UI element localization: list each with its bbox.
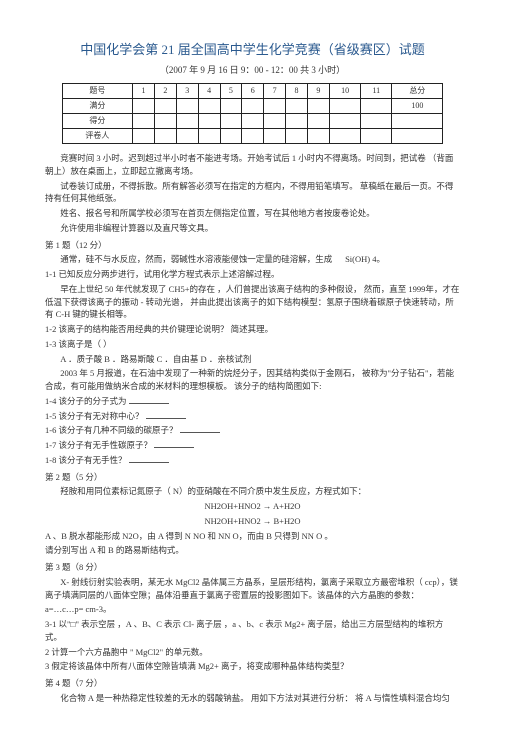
question-heading: 第 3 题（8 分） <box>45 561 460 574</box>
table-header: 3 <box>176 84 198 99</box>
question-text: 请分别写出 A 和 B 的路易斯结构式。 <box>45 544 460 557</box>
blank <box>129 454 169 463</box>
question-text: 羟胺和用同位素标记氮原子（ N）的亚硝酸在不同介质中发生反应，方程式如下： <box>45 485 460 498</box>
page-subtitle: （2007 年 9 月 16 日 9：00 - 12：00 共 3 小时） <box>45 64 460 78</box>
table-header: 8 <box>286 84 308 99</box>
equation: NH2OH+HNO2 → A+H2O <box>45 500 460 513</box>
question-text: 2003 年 5 月报道，在石油中发现了一种新的烷烃分子，因其结构类似于金刚石，… <box>45 367 460 393</box>
total-cell: 100 <box>392 99 443 114</box>
table-header: 题号 <box>62 84 132 99</box>
equation: NH2OH+HNO2 → B+H2O <box>45 515 460 528</box>
question-text: a=…c…p= cm-3。 <box>45 603 460 616</box>
instruction-text: 允许使用非编程计算器以及直尺等文具。 <box>45 222 460 235</box>
blank <box>154 439 194 448</box>
table-header: 5 <box>220 84 242 99</box>
text: 1-6 该分子有几种不同级的碳原子？ <box>45 425 180 435</box>
text: 通常，硅不与水反应，然而，弱碱性水溶液能侵蚀一定量的硅溶解，生成 <box>60 254 332 264</box>
question-text: 1-7 该分子有无手性碳原子？ <box>45 439 460 452</box>
question-text: 3 假定将该晶体中所有八面体空隙皆填满 Mg2+ 离子，将变成哪种晶体结构类型？ <box>45 660 460 673</box>
question-text: 1-2 该离子的结构能否用经典的共价键理论说明？ 简述其理。 <box>45 323 460 336</box>
text: 1-8 该分子有无手性？ <box>45 455 129 465</box>
question-text: 1-1 已知反应分两步进行，试用化学方程式表示上述溶解过程。 <box>45 268 460 281</box>
blank <box>180 424 220 433</box>
table-row: 题号 1 2 3 4 5 6 7 8 9 10 11 总分 <box>62 84 443 99</box>
table-row: 得分 <box>62 114 443 129</box>
text: 1-5 该分子有无对称中心？ <box>45 411 146 421</box>
table-header: 6 <box>242 84 264 99</box>
question-text: X- 射线衍射实验表明，某无水 MgCl2 晶体属三方晶系，呈层形结构，氯离子采… <box>45 576 460 602</box>
instruction-text: 姓名、报名号和所属学校必须写在首页左侧指定位置，写在其他地方者按废卷论处。 <box>45 207 460 220</box>
table-row: 评卷人 <box>62 129 443 144</box>
question-text: 1-4 该分子的分子式为 <box>45 395 460 408</box>
question-text: 2 计算一个六方晶胞中 " MgCl2" 的单元数。 <box>45 646 460 659</box>
text: Si(OH) 4。 <box>345 254 385 264</box>
table-header: 10 <box>329 84 361 99</box>
table-header: 2 <box>154 84 176 99</box>
question-text: 化合物 A 是一种热稳定性较差的无水的弱酸钠盐。 用如下方法对其进行分析： 将 … <box>45 692 460 705</box>
text: 1-7 该分子有无手性碳原子？ <box>45 440 154 450</box>
question-text: A 、B 脱水都能形成 N2O，由 A 得到 N NO 和 NN O，而由 B … <box>45 530 460 543</box>
row-label: 满分 <box>62 99 132 114</box>
score-table: 题号 1 2 3 4 5 6 7 8 9 10 11 总分 满分 100 得分 评… <box>62 83 444 144</box>
blank <box>129 395 169 404</box>
page-title: 中国化学会第 21 届全国高中学生化学竞赛（省级赛区）试题 <box>45 40 460 60</box>
table-header: 4 <box>198 84 220 99</box>
instruction-text: 试卷装订成册，不得拆散。所有解答必须写在指定的方框内，不得用铅笔填写。 草稿纸在… <box>45 180 460 206</box>
question-text: 3-1 以"□" 表示空层 ，A 、B、C 表示 Cl- 离子层 ，a 、b、c… <box>45 618 460 644</box>
table-header: 11 <box>361 84 392 99</box>
question-text: 1-3 该离子是（ ） <box>45 338 460 351</box>
table-header: 9 <box>307 84 329 99</box>
question-text: 通常，硅不与水反应，然而，弱碱性水溶液能侵蚀一定量的硅溶解，生成 Si(OH) … <box>45 253 460 266</box>
instruction-text: 竞赛时间 3 小时。迟到超过半小时者不能进考场。开始考试后 1 小时内不得离场。… <box>45 152 460 178</box>
question-text: A ．质子酸 B ．路易斯酸 C ．自由基 D ．亲核试剂 <box>45 353 460 366</box>
table-header: 1 <box>133 84 155 99</box>
question-text: 1-5 该分子有无对称中心？ <box>45 410 460 423</box>
row-label: 评卷人 <box>62 129 132 144</box>
table-header: 总分 <box>392 84 443 99</box>
question-heading: 第 1 题（12 分） <box>45 239 460 252</box>
question-heading: 第 2 题（5 分） <box>45 471 460 484</box>
table-row: 满分 100 <box>62 99 443 114</box>
blank <box>146 410 186 419</box>
question-text: 早在上世纪 50 年代就发现了 CH5+的存在 ，人们曾提出该离子结构的多种假设… <box>45 283 460 321</box>
text: 1-4 该分子的分子式为 <box>45 396 129 406</box>
question-text: 1-6 该分子有几种不同级的碳原子？ <box>45 424 460 437</box>
question-text: 1-8 该分子有无手性？ <box>45 454 460 467</box>
row-label: 得分 <box>62 114 132 129</box>
question-heading: 第 4 题（7 分） <box>45 677 460 690</box>
table-header: 7 <box>264 84 286 99</box>
